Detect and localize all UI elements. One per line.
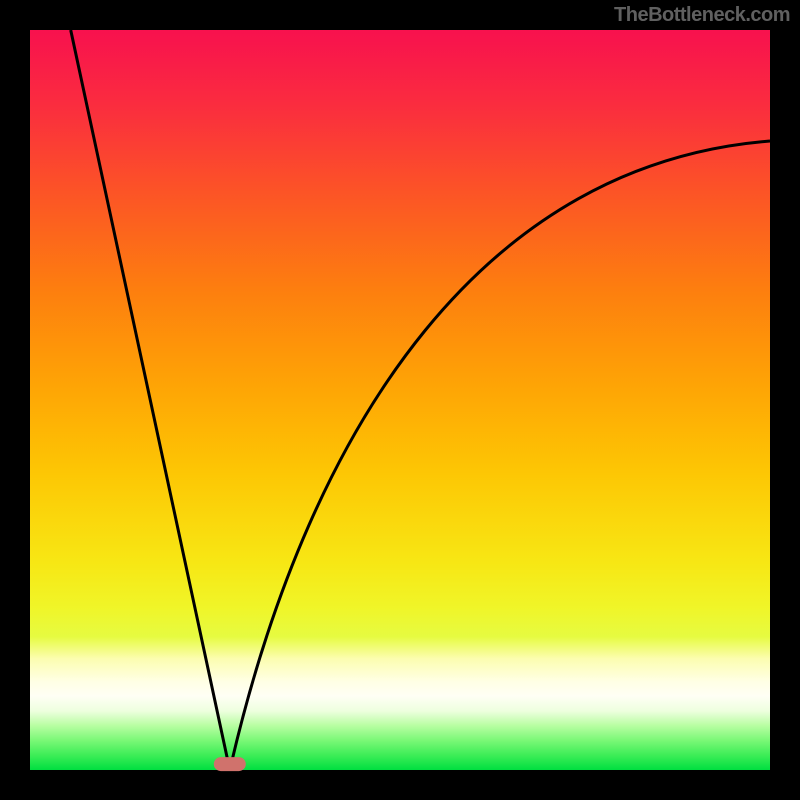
bottleneck-chart [0, 0, 800, 800]
optimal-marker [214, 757, 246, 771]
plot-background [30, 30, 770, 770]
watermark-text: TheBottleneck.com [614, 4, 790, 27]
chart-container: TheBottleneck.com [0, 0, 800, 800]
